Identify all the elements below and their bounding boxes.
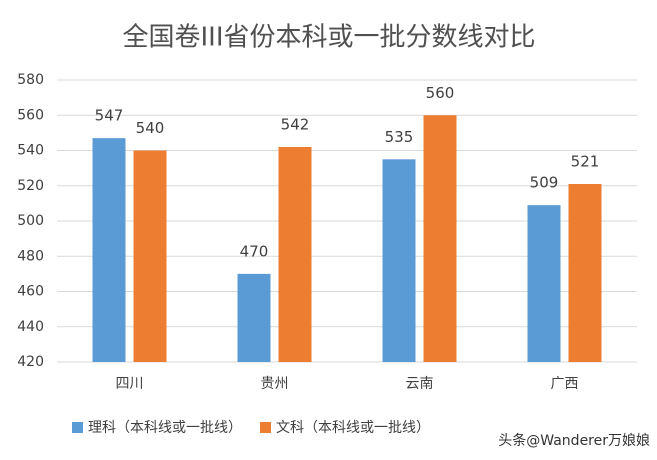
legend-label: 文科（本科线或一批线） <box>276 420 430 436</box>
x-tick-label: 云南 <box>406 376 434 392</box>
watermark: 头条@Wanderer万娘娘 <box>498 432 650 449</box>
y-tick-label: 460 <box>17 284 44 300</box>
data-label: 560 <box>426 84 455 102</box>
bar <box>278 146 312 362</box>
y-tick-label: 580 <box>17 72 44 88</box>
chart-title: 全国卷III省份本科或一批分数线对比 <box>122 23 535 53</box>
y-tick-label: 520 <box>17 178 44 194</box>
y-tick-label: 440 <box>17 319 44 335</box>
y-tick-label: 500 <box>17 213 44 229</box>
x-tick-label: 广西 <box>551 376 579 392</box>
data-label: 470 <box>240 242 269 260</box>
data-label: 509 <box>530 174 559 192</box>
bar <box>527 205 561 362</box>
bar <box>568 183 602 362</box>
data-label: 540 <box>136 119 165 137</box>
y-tick-label: 540 <box>17 143 44 159</box>
y-tick-label: 420 <box>17 354 44 370</box>
legend-swatch <box>72 422 83 433</box>
bar <box>237 273 271 362</box>
legend-label: 理科（本科线或一批线） <box>88 420 242 436</box>
bar <box>92 138 126 362</box>
bar <box>133 150 167 362</box>
data-label: 535 <box>385 128 414 146</box>
data-label: 547 <box>95 107 124 125</box>
x-tick-label: 贵州 <box>261 376 289 392</box>
bar <box>382 159 416 362</box>
data-label: 521 <box>571 152 600 170</box>
bar <box>423 115 457 362</box>
x-tick-label: 四川 <box>116 376 144 392</box>
legend-swatch <box>260 422 271 433</box>
data-label: 542 <box>281 115 310 133</box>
y-tick-label: 480 <box>17 248 44 264</box>
y-tick-label: 560 <box>17 107 44 123</box>
